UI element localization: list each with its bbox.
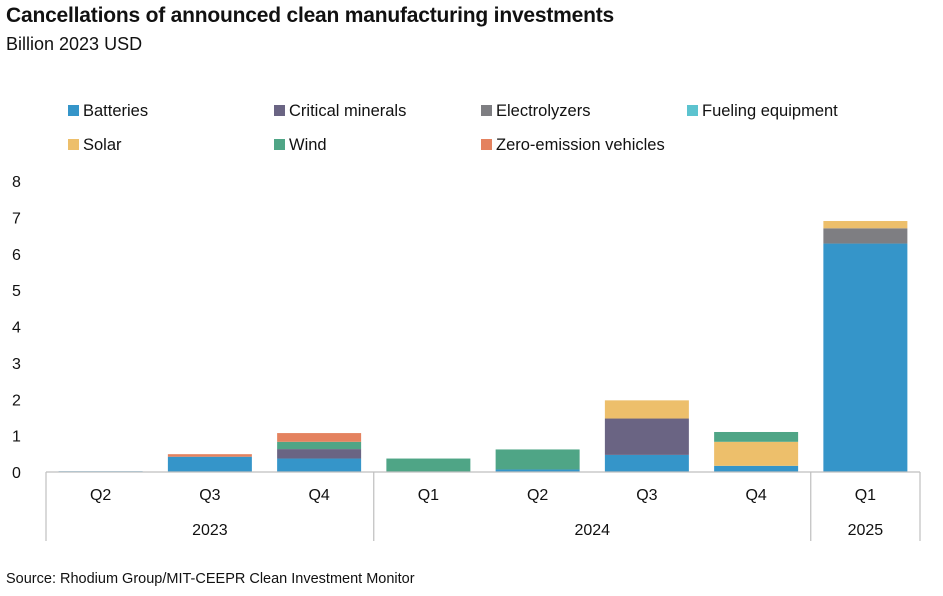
legend-label-solar: Solar [83,136,122,154]
y-tick-label: 6 [12,247,21,264]
x-category-label: Q2 [90,487,111,504]
legend-swatch-wind [274,139,285,150]
x-category-label: Q2 [527,487,548,504]
y-tick-label: 5 [12,283,21,300]
legend-swatch-solar [68,139,79,150]
bar-segment-wind [714,431,799,442]
y-tick-label: 3 [12,356,21,373]
x-category-label: Q1 [855,487,876,504]
bar-segment-solar [823,221,908,229]
bar-segment-batteries [495,469,580,472]
bar-segment-batteries [823,243,908,472]
x-category-label: Q4 [308,487,329,504]
bar-segment-critical-minerals [277,449,362,459]
legend-label-wind: Wind [289,136,327,154]
x-group-label: 2023 [192,522,228,539]
x-category-label: Q3 [636,487,657,504]
y-tick-label: 2 [12,392,21,409]
legend-swatch-fueling-equipment [687,105,698,116]
bar-segment-zero-emission-vehicles [167,454,252,457]
legend-swatch-batteries [68,105,79,116]
y-tick-label: 8 [12,174,21,191]
legend: Batteries Critical minerals Electrolyzers F… [68,102,838,154]
bar-segment-critical-minerals [604,418,689,455]
x-axis: Q2 Q3 Q4 Q1 Q2 Q3 Q4 Q1 2023 2024 2025 [45,471,921,541]
chart-title: Cancellations of announced clean manufac… [6,4,615,27]
legend-swatch-electrolyzers [481,105,492,116]
x-category-label: Q1 [418,487,439,504]
x-category-label: Q4 [745,487,766,504]
bar-segment-solar [714,441,799,466]
legend-label-fueling-equipment: Fueling equipment [702,102,838,120]
chart-subtitle: Billion 2023 USD [6,34,143,54]
bar-segment-solar [604,400,689,419]
bar-segment-batteries [714,465,799,472]
legend-swatch-critical-minerals [274,105,285,116]
bar-segment-wind [277,441,362,450]
y-axis: 0 1 2 3 4 5 6 7 8 [12,174,21,482]
x-group-label: 2025 [848,522,884,539]
legend-label-batteries: Batteries [83,102,148,120]
bar-segment-batteries [277,458,362,472]
y-tick-label: 0 [12,465,21,482]
x-category-label: Q3 [199,487,220,504]
bar-segment-electrolyzers [823,228,908,244]
legend-label-zero-emission-vehicles: Zero-emission vehicles [496,136,665,154]
legend-swatch-zero-emission-vehicles [481,139,492,150]
bar-segment-wind [386,458,471,472]
bars [58,221,908,473]
bar-segment-batteries [604,454,689,472]
legend-label-electrolyzers: Electrolyzers [496,102,590,120]
y-tick-label: 7 [12,210,21,227]
bar-segment-zero-emission-vehicles [277,433,362,442]
x-group-label: 2024 [574,522,610,539]
legend-label-critical-minerals: Critical minerals [289,102,406,120]
bar-segment-wind [495,449,580,470]
source-note: Source: Rhodium Group/MIT-CEEPR Clean In… [6,571,415,587]
y-tick-label: 4 [12,320,21,337]
bar-segment-batteries [167,456,252,472]
y-tick-label: 1 [12,429,21,446]
